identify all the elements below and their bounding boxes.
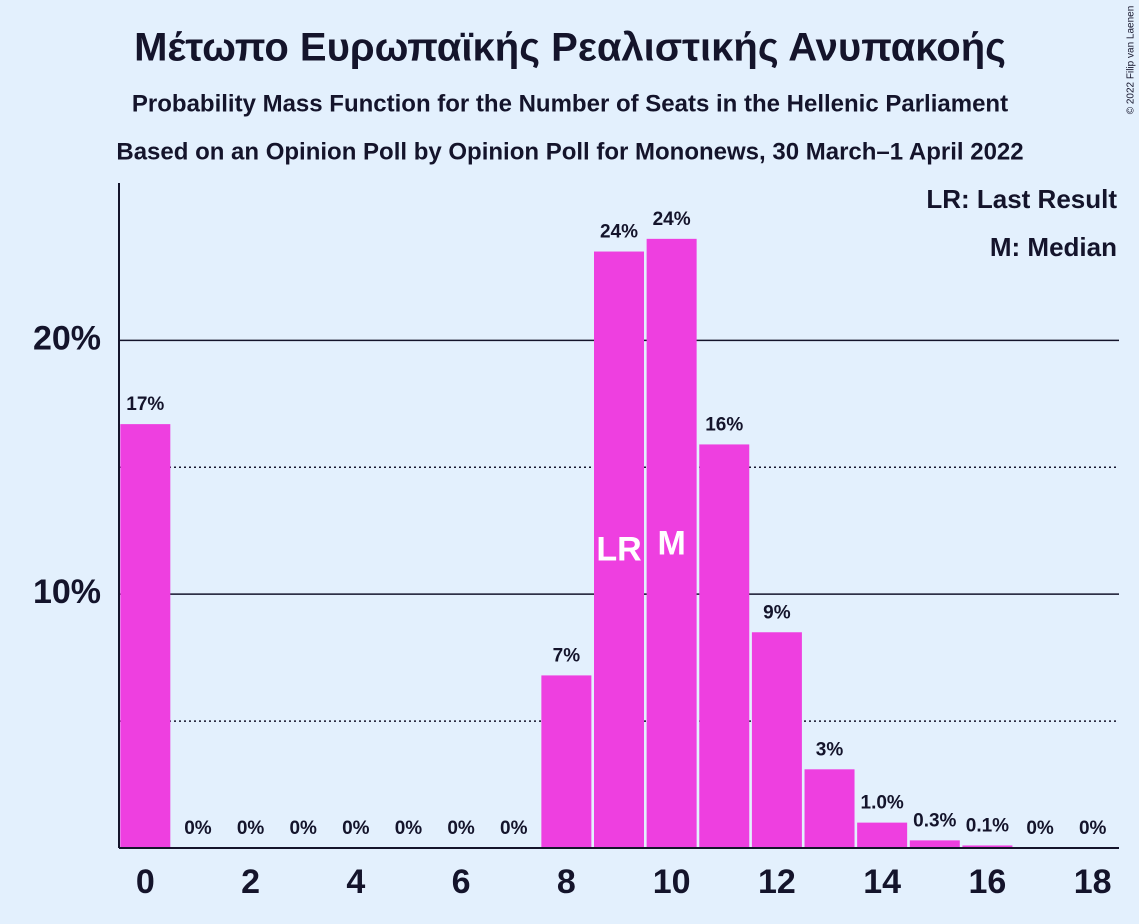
y-tick-label: 20% <box>33 319 101 357</box>
value-label: 0% <box>1079 818 1107 839</box>
value-label: 3% <box>816 739 844 760</box>
value-label: 0.1% <box>966 815 1009 836</box>
value-label: 7% <box>553 645 581 666</box>
x-tick-label: 4 <box>346 863 365 901</box>
copyright: © 2022 Filip van Laenen <box>1126 6 1137 115</box>
bar <box>699 444 750 848</box>
value-label: 0% <box>500 818 528 839</box>
value-label: 0% <box>447 818 475 839</box>
bar <box>962 845 1013 848</box>
y-tick-label: 10% <box>33 573 101 611</box>
bar <box>751 632 802 848</box>
value-label: 0% <box>289 818 317 839</box>
value-label: 0% <box>237 818 265 839</box>
annotation: M <box>657 524 685 562</box>
x-tick-label: 16 <box>969 863 1007 901</box>
value-label: 0% <box>184 818 212 839</box>
value-label: 0% <box>395 818 423 839</box>
x-tick-label: 14 <box>863 863 901 901</box>
bar <box>120 424 171 848</box>
value-label: 24% <box>600 222 638 243</box>
subtitle: Based on an Opinion Poll by Opinion Poll… <box>116 138 1023 165</box>
x-tick-label: 0 <box>136 863 155 901</box>
bar <box>804 769 855 848</box>
subtitle: Probability Mass Function for the Number… <box>132 90 1008 117</box>
value-label: 16% <box>705 414 743 435</box>
value-label: 0.3% <box>913 810 956 831</box>
value-label: 24% <box>653 209 691 230</box>
legend-note: LR: Last Result <box>926 184 1117 214</box>
bar <box>541 675 592 848</box>
x-tick-label: 10 <box>653 863 691 901</box>
x-tick-label: 6 <box>452 863 471 901</box>
legend-note: M: Median <box>990 232 1117 262</box>
value-label: 9% <box>763 602 791 623</box>
chart-title: Μέτωπο Ευρωπαϊκής Ρεαλιστικής Ανυπακοής <box>134 26 1006 70</box>
bar <box>857 822 908 848</box>
value-label: 17% <box>126 394 164 415</box>
value-label: 0% <box>1026 818 1054 839</box>
bar <box>594 251 644 849</box>
value-label: 0% <box>342 818 370 839</box>
x-tick-label: 8 <box>557 863 576 901</box>
x-tick-label: 18 <box>1074 863 1112 901</box>
value-label: 1.0% <box>861 793 904 814</box>
annotation: LR <box>596 531 641 569</box>
bar <box>909 840 960 848</box>
x-tick-label: 2 <box>241 863 260 901</box>
x-tick-label: 12 <box>758 863 796 901</box>
bar <box>646 238 697 848</box>
